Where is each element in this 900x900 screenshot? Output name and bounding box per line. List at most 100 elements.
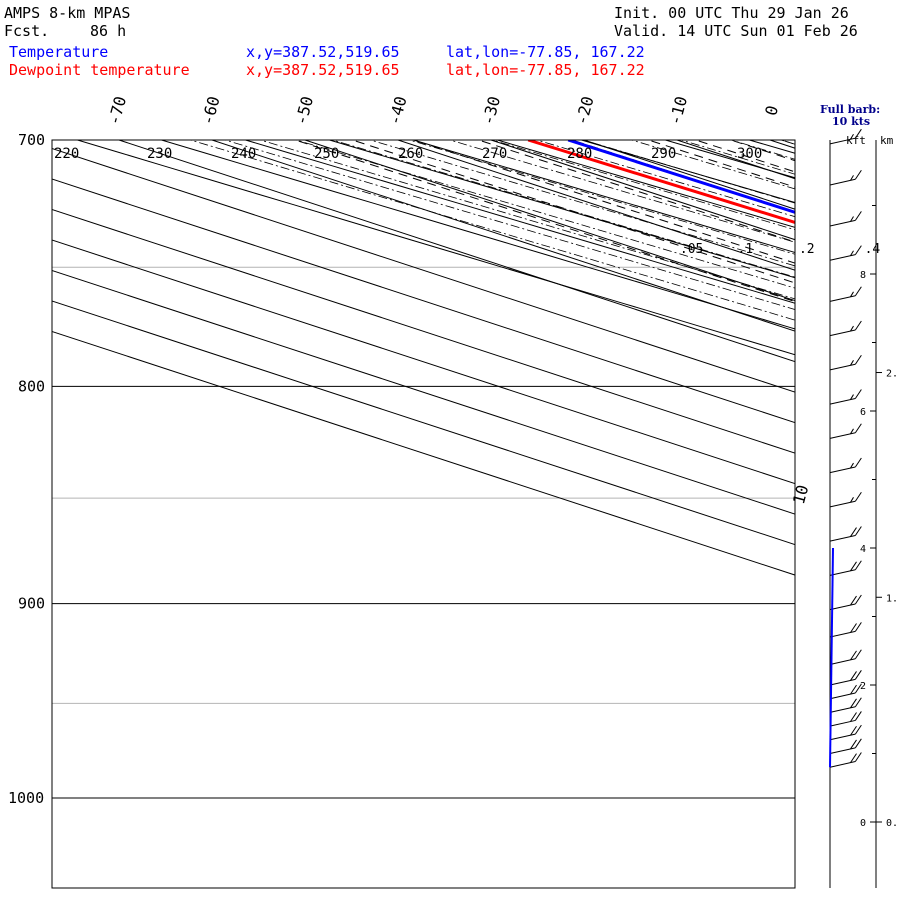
wind-barb-halfflag [850,175,854,181]
pressure-label-1000: 1000 [8,789,44,807]
wind-barb [829,697,862,713]
dry-adiabat-230 [159,140,795,330]
wind-barb-stem [829,569,856,576]
wind-barb-flag [850,698,857,709]
wind-barb [829,389,862,405]
wind-profile-panel: Full barb:10 kts kft km 8 6 4 2 0 2. 1. 0. [820,103,898,888]
wind-barb-flag [850,753,857,763]
wind-barb-stem [829,603,856,611]
dry-adiabat-260 [411,140,795,254]
wind-barb [829,752,862,768]
wind-barb [829,526,862,542]
dry-adiabat-label-290: 290 [651,146,676,162]
wind-barb-flag [854,622,862,632]
wind-barb-stem [829,219,856,227]
wind-barb-flag [854,697,862,708]
isotherm--130 [52,300,795,546]
isotherm--90 [52,178,795,424]
wind-barb-flag [850,527,857,537]
moist-adiabat-12 [729,140,795,160]
wind-barb-stem [829,363,856,371]
wind-barb-stem [829,747,856,754]
moist-adiabat--16 [407,140,795,255]
temp-tick-m70: -70 [104,94,130,127]
wind-barb-stem [829,254,856,261]
dry-adiabat-label-270: 270 [482,146,507,162]
wind-barb-stem [829,630,856,638]
wind-barb-flag [854,320,862,331]
wind-barb [829,670,862,686]
isotherm--100 [52,208,795,454]
wind-barb-flag [850,595,857,606]
legend-dewpoint-latlon: lat,lon=-77.85, 167.22 [446,61,645,79]
wind-barb-flag [850,684,857,695]
moist-adiabat-16 [779,140,795,145]
wind-barb-stem [829,692,856,700]
forecast-label: Fcst. [4,22,50,40]
wind-barb-flag [854,752,862,762]
temp-tick-m60: -60 [198,94,224,127]
wind-barb [829,211,862,227]
km-label-1: 1. [886,593,898,604]
wind-barb [829,683,862,700]
wind-barb [829,457,862,474]
moist-adiabat--28 [294,140,795,289]
wind-barb-flag [850,739,857,750]
wind-barb-halfflag [850,216,854,222]
dry-adiabat-label-230: 230 [147,146,172,162]
isobar-grid [52,140,795,799]
legend-dewpoint-name: Dewpoint temperature [9,61,190,79]
wind-barb-stem [829,500,856,508]
dry-adiabat-290 [663,140,795,179]
legend-temperature-name: Temperature [9,43,109,61]
wind-title-line1: Full barb: [820,103,880,116]
wind-barb-flag [850,712,857,722]
plot-frame [51,139,796,889]
mixing-ratio-label-.05: .05 [680,242,703,257]
km-axis-label: km [880,134,894,147]
wind-barb-stem [829,295,856,302]
moist-adiabat--24 [331,140,795,278]
dry-adiabat-label-280: 280 [567,146,592,162]
axis-labels: 700 800 900 1000 -70 -60 -50 -40 -30 -20 -10 0 10 220… [8,94,880,807]
wind-barb-stem [829,432,856,439]
dry-adiabat-240 [243,140,795,304]
isotherm--110 [52,239,795,485]
wind-barb-flag [854,711,862,721]
wind-barb-flag [854,286,862,297]
legend-temperature-latlon: lat,lon=-77.85, 167.22 [446,43,645,61]
wind-barb-flag [854,724,862,735]
wind-barb-stem [829,658,856,665]
pressure-label-800: 800 [18,377,45,395]
dry-adiabat-label-220: 220 [54,146,79,162]
wind-barb-stem [829,466,856,474]
moist-adiabat--8 [490,140,795,231]
temperature-line [567,140,795,214]
temp-tick-10: 10 [789,483,812,507]
isotherm--70 [118,140,795,363]
moist-adiabat--40 [188,140,795,321]
init-time: Init. 00 UTC Thu 29 Jan 26 [614,4,849,22]
wind-barb-halfflag [850,497,854,503]
isotherm--60 [211,140,795,332]
wind-barb [829,169,862,186]
dry-adiabat-label-240: 240 [231,146,256,162]
wind-barb-flag [854,683,862,694]
mixing-ratio-.05 [293,140,795,303]
wind-barb [829,354,862,371]
isotherm--80 [52,147,795,393]
pressure-label-700: 700 [18,131,45,149]
wind-barb-stem [829,761,856,768]
wind-barb-flag [850,561,857,572]
wind-barb-stem [829,397,856,405]
temp-tick-m40: -40 [385,94,411,127]
dry-adiabats [75,140,795,356]
wind-barb [829,128,862,145]
mixing-ratio-.2 [411,140,795,264]
wind-barb-flag [854,560,862,571]
pressure-label-900: 900 [18,595,45,613]
moist-adiabat--12 [448,140,795,243]
wind-barb-flag [854,211,862,221]
kft-label-4: 4 [860,544,866,555]
wind-barb-halfflag [850,250,854,256]
